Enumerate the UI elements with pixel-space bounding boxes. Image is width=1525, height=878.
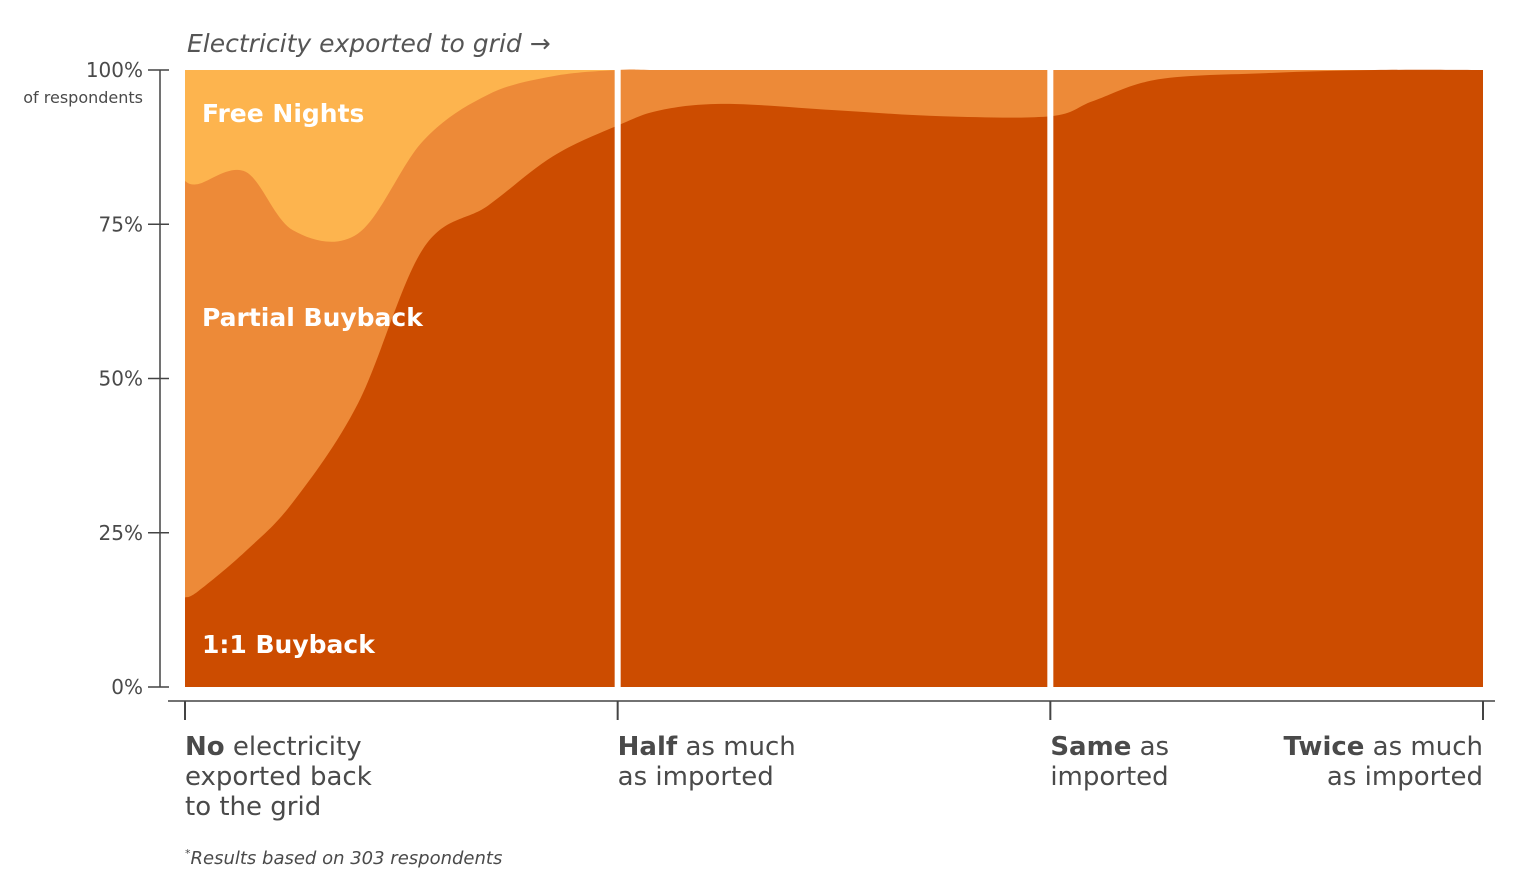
footnote-marker: * — [185, 847, 191, 860]
x-category-label: No electricity — [185, 732, 362, 762]
segment-dividers — [614, 68, 1054, 688]
series-labels: 1:1 Buyback Partial Buyback Free Nights — [202, 99, 424, 659]
y-axis-unit-label: of respondents — [23, 88, 143, 107]
footnote: *Results based on 303 respondents — [185, 847, 502, 869]
series-label-1-1-buyback: 1:1 Buyback — [202, 630, 376, 659]
x-axis-title: Electricity exported to grid → — [187, 29, 551, 58]
x-category-label-line: to the grid — [185, 792, 321, 822]
x-axis — [168, 700, 1495, 720]
x-category-label: Twice as much — [1284, 732, 1483, 762]
y-tick-label: 75% — [99, 212, 143, 236]
y-tick-label: 25% — [99, 521, 143, 545]
y-tick-label: 100% — [86, 58, 143, 82]
x-category-label-line: as imported — [618, 762, 774, 792]
footnote-text: Results based on 303 respondents — [191, 848, 503, 869]
x-category-label-line: imported — [1050, 762, 1168, 792]
y-tick-label: 50% — [99, 367, 143, 391]
y-tick-label: 0% — [111, 675, 143, 699]
area-1-1-buyback — [185, 69, 1483, 688]
x-category-label: Same as — [1050, 732, 1169, 762]
y-axis: 100% 75% 50% 25% 0% — [86, 58, 169, 699]
x-category-label: Half as much — [618, 732, 796, 762]
x-category-label-line: exported back — [185, 762, 372, 792]
series-label-partial-buyback: Partial Buyback — [202, 303, 424, 332]
x-category-label-line: as imported — [1327, 762, 1483, 792]
area-layers — [185, 69, 1483, 688]
series-label-free-nights: Free Nights — [202, 99, 364, 128]
